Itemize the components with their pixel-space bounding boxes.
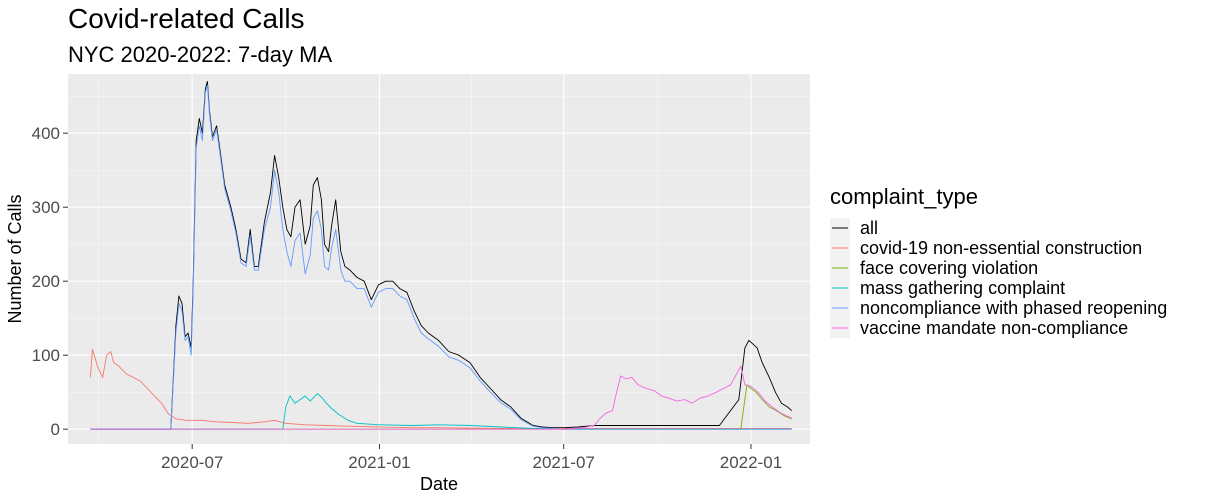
x-tick-label: 2021-01 <box>348 453 410 472</box>
y-tick-label: 200 <box>32 272 60 291</box>
legend-title: complaint_type <box>830 184 978 209</box>
y-tick-label: 0 <box>51 420 60 439</box>
legend-item: vaccine mandate non-compliance <box>830 318 1128 338</box>
legend-item: mass gathering complaint <box>830 278 1065 298</box>
legend-label: mass gathering complaint <box>860 278 1065 298</box>
series-line-3 <box>90 393 792 430</box>
x-tick-label: 2021-07 <box>532 453 594 472</box>
legend-item: face covering violation <box>830 258 1038 278</box>
plot-background <box>68 74 810 444</box>
x-axis: 2020-07 2021-01 2021-07 2022-01 <box>161 444 782 472</box>
series-line-5 <box>90 365 792 430</box>
series-line-1 <box>89 348 792 429</box>
series-lines <box>89 80 793 430</box>
y-axis: 0 100 200 300 400 <box>32 124 68 439</box>
legend-item: covid-19 non-essential construction <box>830 238 1142 258</box>
chart-title: Covid-related Calls <box>68 3 305 34</box>
legend-label: vaccine mandate non-compliance <box>860 318 1128 338</box>
legend-label: face covering violation <box>860 258 1038 278</box>
legend-label: noncompliance with phased reopening <box>860 298 1167 318</box>
legend-item: noncompliance with phased reopening <box>830 298 1167 318</box>
x-tick-label: 2020-07 <box>161 453 223 472</box>
y-tick-label: 400 <box>32 124 60 143</box>
y-axis-title: Number of Calls <box>5 194 25 323</box>
legend-item: all <box>830 218 878 238</box>
y-tick-label: 100 <box>32 346 60 365</box>
x-axis-title: Date <box>420 474 458 494</box>
y-tick-label: 300 <box>32 198 60 217</box>
series-line-4 <box>90 84 792 430</box>
plot-panel <box>68 74 810 444</box>
chart-subtitle: NYC 2020-2022: 7-day MA <box>68 42 332 67</box>
legend-label: all <box>860 218 878 238</box>
legend-label: covid-19 non-essential construction <box>860 238 1142 258</box>
x-tick-label: 2022-01 <box>720 453 782 472</box>
